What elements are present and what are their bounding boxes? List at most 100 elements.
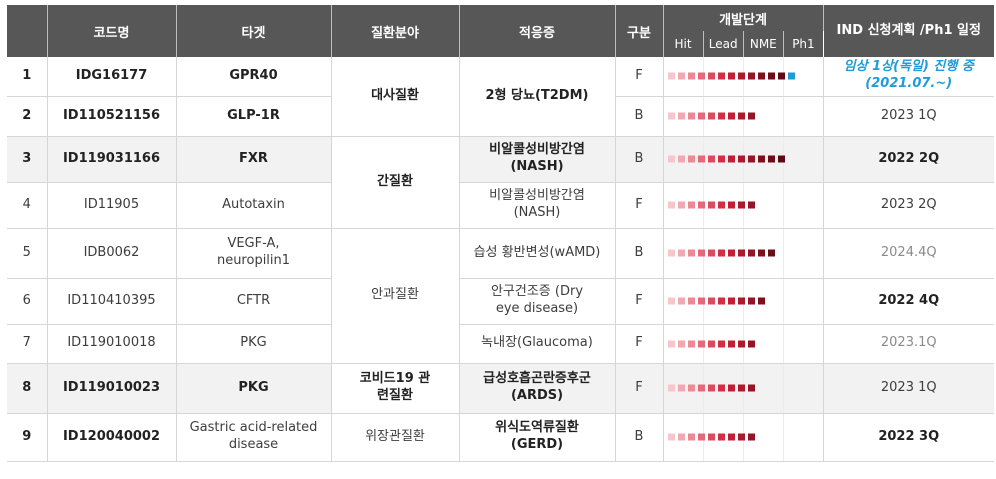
stage-lead: Lead (704, 31, 744, 57)
progress-block (677, 297, 685, 305)
progress-block (747, 72, 755, 80)
row-target: FXR (176, 136, 332, 183)
table-row[interactable]: 9 ID120040002 Gastric acid-related disea… (7, 413, 994, 462)
row-schedule: 2022 4Q (823, 278, 994, 325)
progress-block (737, 72, 745, 80)
progress-block (667, 155, 675, 163)
progress-block (707, 201, 715, 209)
row-type: F (615, 182, 664, 229)
progress-block (697, 297, 705, 305)
progress-block (727, 340, 735, 347)
progress-block (717, 72, 725, 80)
row-indication: 안구건조증 (Dry eye disease) (459, 278, 616, 325)
progress-block (717, 112, 725, 120)
progress-block (687, 72, 695, 80)
row-no: 1 (7, 57, 48, 97)
progress-block (747, 340, 755, 347)
progress-block (717, 155, 725, 163)
row-schedule: 2023 2Q (823, 182, 994, 229)
row-indication: 비알콜성비방간염 (NASH) (459, 182, 616, 229)
row-schedule: 2022 2Q (823, 136, 994, 183)
table-row[interactable]: 6 ID110410395 CFTR 안구건조증 (Dry eye diseas… (7, 278, 994, 325)
progress-block (707, 297, 715, 305)
stage-subheader: Hit Lead NME Ph1 (663, 31, 823, 57)
progress-block (677, 112, 685, 120)
header-stage: 개발단계 (663, 5, 824, 31)
row-indication: 녹내장(Glaucoma) (459, 324, 616, 364)
progress-block (737, 340, 745, 347)
row-code: ID120040002 (47, 413, 177, 462)
row-code: ID110410395 (47, 278, 177, 325)
progress-block (727, 112, 735, 120)
progress-bar (667, 249, 778, 257)
progress-block (757, 72, 765, 80)
progress-cell (663, 182, 824, 229)
row-type: B (615, 96, 664, 137)
progress-bar (667, 297, 768, 305)
table-row[interactable]: 2 ID110521156 GLP-1R B 2023 1Q (7, 96, 994, 137)
table-row[interactable]: 4 ID11905 Autotaxin 비알콜성비방간염 (NASH) F 20… (7, 182, 994, 229)
row-type: F (615, 363, 664, 414)
stage-nme: NME (744, 31, 784, 57)
progress-bar (667, 433, 758, 441)
row-indication: 비알콜성비방간염 (NASH) (459, 136, 616, 183)
row-no: 7 (7, 324, 48, 364)
progress-block (667, 433, 675, 441)
header-no (7, 5, 48, 57)
progress-block (727, 297, 735, 305)
progress-cell (663, 363, 824, 414)
progress-block (667, 112, 675, 120)
progress-block (717, 433, 725, 441)
progress-block (747, 297, 755, 305)
row-no: 4 (7, 182, 48, 229)
table-row[interactable]: 8 ID119010023 PKG 코비드19 관련질환 급성호흡곤란증후군 (… (7, 363, 994, 414)
progress-block (697, 384, 705, 392)
pipeline-table: 코드명 타겟 질환분야 적응증 구분 개발단계 IND 신청계획 /Ph1 일정… (7, 5, 994, 462)
progress-block (687, 297, 695, 305)
progress-block (677, 155, 685, 163)
progress-block (767, 249, 775, 257)
progress-block (737, 155, 745, 163)
table-row[interactable]: 7 ID119010018 PKG 녹내장(Glaucoma) F 2023.1… (7, 324, 994, 364)
table-row[interactable]: 1 IDG16177 GPR40 대사질환 2형 당뇨(T2DM) F 임상 1… (7, 57, 994, 137)
row-target: GPR40 (176, 57, 332, 97)
area-eye: 안과질환 (331, 228, 460, 364)
progress-block (687, 384, 695, 392)
progress-bar (667, 72, 798, 80)
progress-block (727, 201, 735, 209)
progress-block (697, 201, 705, 209)
progress-cell (663, 136, 824, 183)
progress-block (747, 201, 755, 209)
row-type: F (615, 57, 664, 97)
row-code: ID110521156 (47, 96, 177, 137)
progress-cell (663, 278, 824, 325)
progress-block (687, 433, 695, 441)
row-target: PKG (176, 324, 332, 364)
header-type: 구분 (615, 5, 664, 57)
progress-block (737, 112, 745, 120)
progress-block (697, 112, 705, 120)
progress-block (747, 249, 755, 257)
progress-block (677, 201, 685, 209)
row-type: B (615, 228, 664, 279)
progress-block (677, 340, 685, 347)
row-target: Autotaxin (176, 182, 332, 229)
table-row[interactable]: 3 ID119031166 FXR 간질환 비알콜성비방간염 (NASH) B … (7, 136, 994, 229)
progress-block (757, 249, 765, 257)
progress-block (697, 340, 705, 347)
progress-block (707, 155, 715, 163)
row-target: Gastric acid-related disease (176, 413, 332, 462)
row-schedule: 2022 3Q (823, 413, 994, 462)
table-row[interactable]: 5 IDB0062 VEGF-A, neuropilin1 안과질환 습성 황반… (7, 228, 994, 364)
row-code: ID119010018 (47, 324, 177, 364)
progress-block (717, 297, 725, 305)
progress-block (727, 249, 735, 257)
row-code: ID11905 (47, 182, 177, 229)
row-no: 3 (7, 136, 48, 183)
progress-block (667, 249, 675, 257)
row-target: GLP-1R (176, 96, 332, 137)
progress-block (677, 433, 685, 441)
progress-bar (667, 384, 758, 392)
row-no: 2 (7, 96, 48, 137)
progress-block (707, 384, 715, 392)
